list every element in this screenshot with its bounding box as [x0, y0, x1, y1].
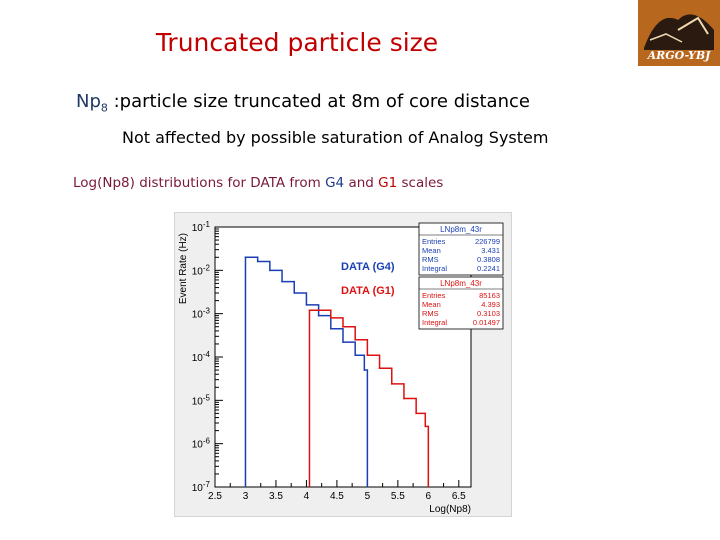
x-tick-label: 6	[426, 491, 432, 502]
y-tick-label: 10-4	[192, 350, 211, 364]
data-point	[269, 269, 271, 272]
caption-and: and	[344, 175, 379, 191]
stats-value: 4.393	[481, 300, 500, 309]
stats-value: 0.01497	[473, 318, 500, 327]
logo-artwork-icon	[638, 0, 720, 66]
caption-g4: G4	[325, 175, 345, 191]
saturation-note: Not affected by possible saturation of A…	[122, 128, 549, 147]
stats-value: 0.2241	[477, 264, 500, 273]
x-tick-label: 3.5	[269, 491, 283, 502]
stats-key: RMS	[422, 255, 439, 264]
x-tick-label: 3	[243, 491, 249, 502]
series-g4-histogram	[244, 256, 369, 487]
y-tick-label: 10-5	[192, 393, 211, 407]
y-tick-label: 10-6	[192, 437, 211, 451]
stats-key: Mean	[422, 246, 441, 255]
data-point	[378, 367, 381, 370]
x-tick-label: 5.5	[391, 491, 405, 502]
data-point	[424, 425, 427, 428]
stats-key: Entries	[422, 291, 446, 300]
np8-definition: Np8 :particle size truncated at 8m of co…	[76, 91, 530, 115]
y-axis-label: Event Rate (Hz)	[178, 233, 189, 304]
data-point	[354, 338, 356, 341]
slide-title: Truncated particle size	[155, 28, 439, 57]
annotation-g4: DATA (G4)	[341, 261, 395, 273]
stats-value: 0.3103	[477, 309, 500, 318]
y-tick-label: 10-7	[192, 480, 211, 494]
data-point	[366, 354, 369, 357]
stats-title: LNp8m_43r	[440, 225, 482, 234]
data-point	[390, 383, 393, 385]
y-tick-label: 10-1	[192, 220, 211, 234]
caption-g1: G1	[378, 175, 398, 191]
data-point	[330, 317, 332, 319]
stats-key: Integral	[422, 264, 447, 273]
histogram-plot: 2.5 3 3.5 4 4.5 5 5.5 6 6.5 10-7 10-6 10-5 10-4 10-3 1…	[174, 212, 512, 517]
data-point	[305, 304, 308, 306]
stats-box	[418, 222, 504, 276]
data-point	[308, 309, 311, 312]
stats-title: LNp8m_43r	[440, 279, 482, 288]
data-point	[317, 314, 320, 317]
data-point	[363, 369, 366, 371]
stats-key: RMS	[422, 309, 439, 318]
stats-value: 85163	[479, 291, 500, 300]
annotation-g1: DATA (G1)	[341, 285, 395, 297]
caption-part-b: scales	[397, 175, 444, 191]
data-point	[256, 260, 259, 263]
distribution-caption: Log(Np8) distributions for DATA from G4 …	[73, 175, 443, 191]
argo-ybj-logo: ARGO-YBJ	[638, 0, 720, 66]
data-point	[342, 341, 344, 343]
series-g1-histogram	[308, 309, 430, 487]
data-point	[281, 280, 283, 283]
x-tick-label: 5	[365, 491, 371, 502]
data-point	[293, 292, 296, 294]
stats-key: Entries	[422, 237, 446, 246]
stats-box	[418, 276, 504, 330]
caption-part-a: Log(Np8) distributions for DATA from	[73, 175, 326, 191]
data-point	[342, 325, 344, 328]
stats-key: Mean	[422, 300, 441, 309]
x-tick-label: 4	[304, 491, 310, 502]
np8-description: :particle size truncated at 8m of core d…	[107, 91, 530, 112]
np-subscript: 8	[100, 101, 108, 115]
data-point	[330, 327, 332, 330]
stats-key: Integral	[422, 318, 447, 327]
data-point	[354, 354, 356, 357]
data-point	[244, 256, 247, 259]
x-tick-label: 2.5	[208, 491, 222, 502]
histogram-svg: 2.5 3 3.5 4 4.5 5 5.5 6 6.5 10-7 10-6 10-5 10-4 10-3 1…	[178, 220, 504, 515]
data-point	[415, 412, 417, 415]
data-point	[317, 309, 320, 312]
x-axis-label: Log(Np8)	[429, 504, 471, 515]
y-tick-label: 10-2	[192, 263, 211, 277]
stats-value: 226799	[475, 237, 500, 246]
np-label: Np	[76, 91, 101, 112]
x-tick-label: 6.5	[452, 491, 466, 502]
x-tick-label: 4.5	[330, 491, 344, 502]
logo-text: ARGO-YBJ	[647, 49, 711, 62]
stats-value: 3.431	[481, 246, 500, 255]
stats-value: 0.3808	[477, 255, 500, 264]
y-tick-label: 10-3	[192, 307, 211, 321]
data-point	[403, 397, 405, 400]
